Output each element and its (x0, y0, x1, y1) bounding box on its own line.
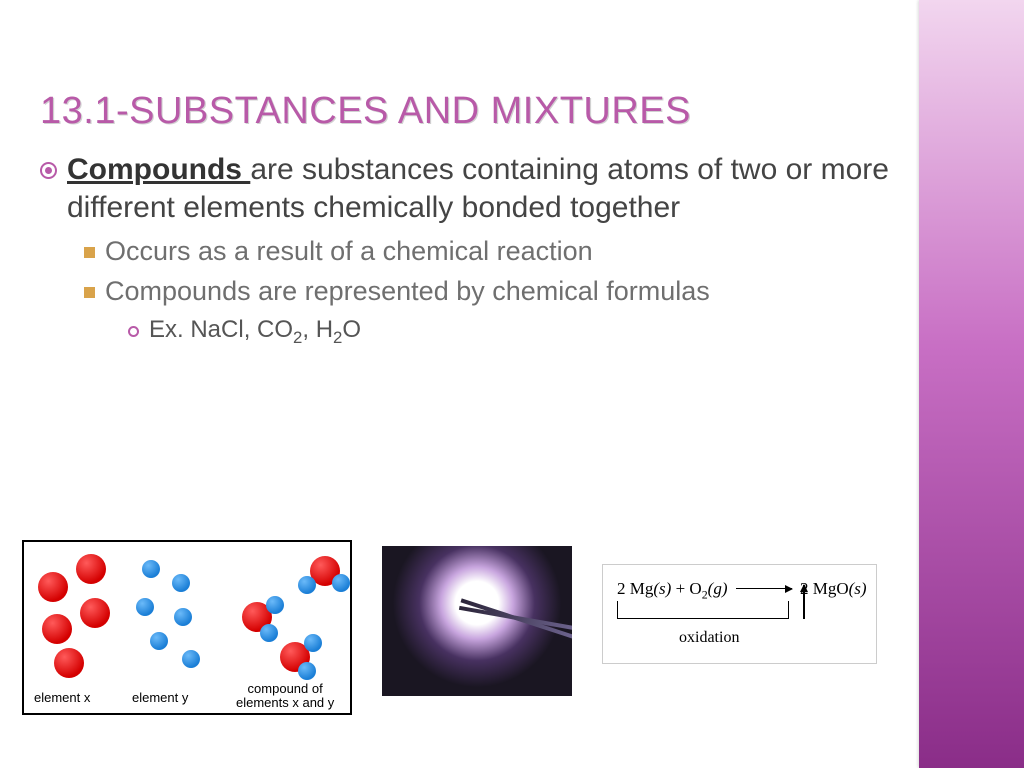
bullet-lvl2: Compounds are represented by chemical fo… (84, 274, 900, 309)
side-accent-bar (919, 0, 1024, 768)
slide-content: 13.1-Substances and Mixtures Compounds a… (40, 90, 900, 354)
eq-part: 2 Mg (617, 579, 653, 598)
chemical-equation: 2 Mg(s) + O2(g) 2 MgO(s) (617, 579, 867, 602)
bracket (725, 601, 789, 619)
eq-part: + O (671, 579, 701, 598)
bullet-text: Ex. NaCl, CO2, H2O (149, 315, 361, 348)
atoms-diagram: element x element y compound of elements… (22, 540, 352, 715)
subscript: 2 (333, 328, 342, 347)
atom-blue (332, 574, 350, 592)
atom-red (38, 572, 68, 602)
eq-state: (s) (653, 579, 671, 598)
up-arrow-icon (803, 585, 805, 619)
equation-diagram: 2 Mg(s) + O2(g) 2 MgO(s) oxidation (602, 564, 877, 664)
reaction-arrow-icon (736, 588, 792, 590)
atom-blue (260, 624, 278, 642)
bullet-text: Occurs as a result of a chemical reactio… (105, 234, 593, 269)
atom-blue (182, 650, 200, 668)
label-compound: compound of elements x and y (236, 682, 334, 709)
atom-blue (266, 596, 284, 614)
atom-red (42, 614, 72, 644)
atom-blue (150, 632, 168, 650)
atom-red (76, 554, 106, 584)
subscript: 2 (293, 328, 302, 347)
example-text: , H (302, 316, 333, 343)
label-element-x: element x (34, 690, 90, 705)
atom-red (54, 648, 84, 678)
atom-blue (298, 576, 316, 594)
slide-title: 13.1-Substances and Mixtures (40, 90, 900, 133)
label-line: elements x and y (236, 695, 334, 710)
bullet-text: Compounds are substances containing atom… (67, 151, 900, 228)
atom-blue (304, 634, 322, 652)
atom-blue (298, 662, 316, 680)
label-element-y: element y (132, 690, 188, 705)
eq-state: (s) (849, 579, 867, 598)
reaction-photo (382, 546, 572, 696)
bullet-icon-ring (128, 326, 139, 337)
bullet-lvl2: Occurs as a result of a chemical reactio… (84, 234, 900, 269)
atom-blue (174, 608, 192, 626)
image-row: element x element y compound of elements… (22, 540, 922, 715)
bullet-text: Compounds are represented by chemical fo… (105, 274, 710, 309)
oxidation-label: oxidation (679, 629, 739, 647)
bracket (617, 601, 725, 619)
eq-state: (g) (708, 579, 728, 598)
atom-blue (172, 574, 190, 592)
bullet-icon-square (84, 287, 95, 298)
atom-blue (136, 598, 154, 616)
atom-red (80, 598, 110, 628)
bullet-lvl3: Ex. NaCl, CO2, H2O (128, 315, 900, 348)
bullet-icon-square (84, 247, 95, 258)
example-text: Ex. NaCl, CO (149, 316, 293, 343)
bullet-lvl1: Compounds are substances containing atom… (40, 151, 900, 228)
term-compounds: Compounds (67, 153, 250, 186)
example-text: O (342, 316, 361, 343)
bullet-icon-target (40, 162, 57, 179)
atom-blue (142, 560, 160, 578)
